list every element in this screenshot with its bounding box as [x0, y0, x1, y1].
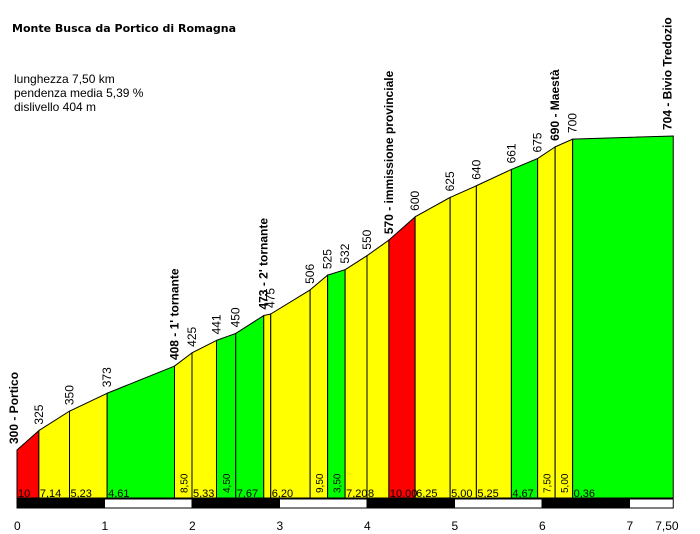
x-tick-label: 7,50: [655, 519, 679, 533]
grade-label: 4,61: [108, 488, 129, 500]
grade-segment: [572, 135, 674, 499]
grade-label: 6,25: [416, 488, 437, 500]
elevation-label: 704 - Bivio Tredozio: [660, 17, 674, 130]
grade-label: 7,20: [346, 488, 367, 500]
elevation-label: 640: [469, 159, 483, 179]
elevation-label: 373: [100, 367, 114, 387]
x-tick-label: 3: [277, 519, 284, 533]
grade-label: 8,50: [179, 473, 190, 493]
km-scale-bar-block: [279, 498, 368, 509]
elevation-label: 325: [32, 404, 46, 424]
grade-segment: [216, 332, 237, 499]
grade-segment: [449, 184, 477, 499]
grade-segment: [366, 239, 390, 499]
grade-label: 0,36: [574, 488, 595, 500]
elevation-label: 506: [303, 264, 317, 284]
climb-stats: lunghezza 7,50 km pendenza media 5,39 % …: [14, 72, 143, 114]
grade-label: 5,23: [71, 488, 92, 500]
stat-elevation-gain: dislivello 404 m: [14, 100, 97, 114]
stat-average-grade: pendenza media 5,39 %: [14, 86, 144, 100]
elevation-label: 690 - Maestà: [548, 69, 562, 141]
elevation-label: 625: [443, 171, 457, 191]
grade-label: 5,00: [560, 473, 571, 493]
km-scale-bar-block: [191, 498, 280, 509]
elevation-label: 661: [504, 143, 518, 163]
x-tick-label: 5: [452, 519, 459, 533]
grade-label: 6,20: [272, 488, 293, 500]
grade-label: 4,67: [512, 488, 533, 500]
elevation-label: 450: [229, 307, 243, 327]
grade-label: 5,25: [477, 488, 498, 500]
elevation-label: 475: [264, 288, 278, 308]
elevation-label: 441: [210, 314, 224, 334]
x-tick-label: 6: [539, 519, 546, 533]
km-scale-bar-block: [454, 498, 543, 509]
grade-label: 8: [368, 488, 374, 500]
x-tick-label: 7: [627, 519, 634, 533]
elevation-label: 425: [185, 326, 199, 346]
grade-label: 5,33: [193, 488, 214, 500]
grade-segment: [475, 168, 512, 499]
grade-segment: [554, 138, 574, 499]
elevation-label: 675: [531, 132, 545, 152]
grade-label: 9,50: [315, 473, 326, 493]
grade-segment: [388, 215, 416, 499]
km-scale-bar-block: [629, 498, 674, 509]
km-scale-bar-block: [366, 498, 455, 509]
grade-segment: [263, 313, 272, 499]
elevation-label: 525: [321, 249, 335, 269]
grade-segment: [537, 145, 556, 499]
elevation-label: 570 - immissione provinciale: [382, 70, 396, 234]
grade-label: 4,50: [222, 473, 233, 493]
x-tick-label: 0: [14, 519, 21, 533]
km-scale-bar-block: [104, 498, 193, 509]
grade-segment: [309, 274, 329, 499]
elevation-label: 300 - Portico: [7, 372, 21, 444]
grade-segment: [270, 288, 311, 499]
grade-segment: [69, 392, 108, 499]
x-tick-label: 1: [102, 519, 109, 533]
grade-segment: [235, 314, 265, 499]
km-scale-bar-block: [541, 498, 630, 509]
grade-segment: [414, 196, 451, 499]
elevation-label: 600: [408, 190, 422, 210]
elevation-label: 532: [338, 243, 352, 263]
elevation-label: 550: [360, 229, 374, 249]
grade-label: 10: [18, 488, 30, 500]
grade-label: 7,67: [237, 488, 258, 500]
grade-label: 5,00: [451, 488, 472, 500]
grade-segment: [510, 157, 539, 499]
elevation-label: 700: [566, 113, 580, 133]
grade-label: 3,50: [332, 473, 343, 493]
grade-segment: [344, 254, 368, 499]
x-tick-label: 4: [364, 519, 371, 533]
grade-segment: [327, 269, 346, 499]
grade-segment: [106, 365, 175, 499]
elevation-label: 473 - 2' tornante: [257, 218, 271, 310]
grade-label: 7,50: [542, 473, 553, 493]
km-scale-bar-block: [16, 498, 105, 509]
stat-length: lunghezza 7,50 km: [14, 72, 115, 86]
elevation-label: 408 - 1' tornante: [168, 268, 182, 360]
chart-title: Monte Busca da Portico di Romagna: [12, 22, 237, 35]
grade-label: 10,00: [390, 488, 418, 500]
grade-label: 7,14: [40, 488, 61, 500]
elevation-label: 350: [63, 385, 77, 405]
grade-segment: [191, 339, 217, 499]
x-tick-label: 2: [189, 519, 196, 533]
